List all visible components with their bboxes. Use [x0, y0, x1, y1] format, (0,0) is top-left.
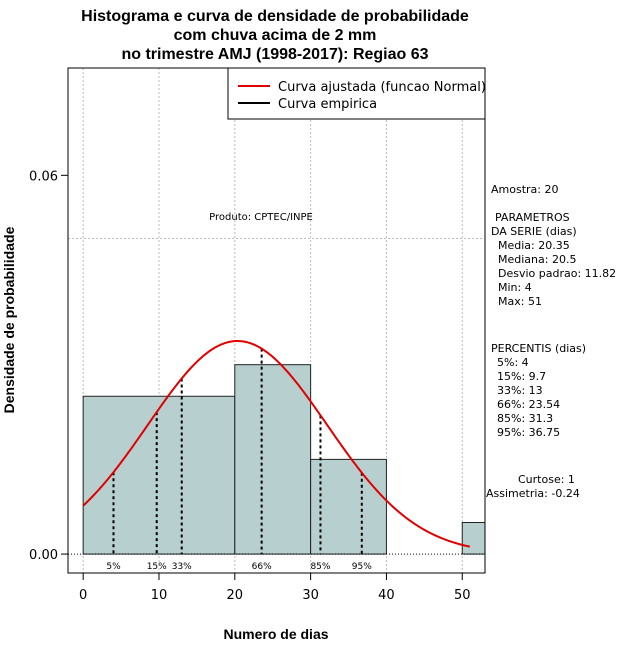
- percentil-5: 5%: 4: [497, 356, 529, 369]
- param-min: Min: 4: [498, 281, 532, 294]
- percentil-66: 66%: 23.54: [497, 398, 560, 411]
- grid-lines: [68, 68, 485, 573]
- legend-box: [227, 67, 486, 120]
- x-tick-label-3: 30: [302, 588, 319, 603]
- percentile-label-1: 15%: [147, 562, 167, 572]
- param-max: Max: 51: [498, 295, 542, 308]
- x-tick-label-5: 50: [454, 588, 471, 603]
- legend: Curva ajustada (funcao Normal) Curva emp…: [227, 67, 486, 120]
- histogram-bar-3: [461, 522, 485, 555]
- histogram-bar-0: [82, 395, 236, 555]
- percentis-title: PERCENTIS (dias): [491, 342, 586, 355]
- x-tick-label-0: 0: [79, 588, 87, 603]
- percentile-label-2: 33%: [172, 562, 192, 572]
- param-desvio: Desvio padrao: 11.82: [498, 267, 616, 280]
- amostra-text: Amostra: 20: [491, 183, 558, 196]
- percentile-label-5: 95%: [352, 562, 372, 572]
- x-axis-ticks: 0 10 20 30 40 50: [79, 573, 471, 603]
- histogram-bar-1: [234, 364, 312, 555]
- percentile-lines: 5% 15% 33% 66% 85% 95%: [106, 348, 372, 572]
- curtose-text: Curtose: 1: [518, 473, 575, 486]
- histogram-bars: [82, 364, 485, 555]
- chart-title-line-2: com chuva acima de 2 mm: [174, 27, 377, 44]
- x-tick-label-2: 20: [227, 588, 244, 603]
- percentil-95: 95%: 36.75: [497, 426, 560, 439]
- legend-label-fitted: Curva ajustada (funcao Normal): [278, 80, 486, 95]
- y-axis-ticks: 0.00 0.06: [29, 169, 68, 563]
- chart-title-line-1: Histograma e curva de densidade de proba…: [81, 8, 469, 25]
- params-title-1: PARAMETROS: [495, 211, 570, 224]
- fitted-normal-curve: [82, 340, 471, 548]
- x-tick-label-4: 40: [378, 588, 395, 603]
- legend-label-empirical: Curva empirica: [278, 97, 377, 112]
- percentil-85: 85%: 31.3: [497, 412, 553, 425]
- params-title-2: DA SERIE (dias): [491, 225, 577, 238]
- percentil-33: 33%: 13: [497, 384, 543, 397]
- param-mediana: Mediana: 20.5: [498, 253, 576, 266]
- produto-label: Produto: CPTEC/INPE: [209, 212, 313, 223]
- y-tick-label-0: 0.00: [29, 548, 58, 563]
- statistics-panel: Amostra: 20 PARAMETROS DA SERIE (dias) M…: [486, 183, 616, 500]
- x-tick-label-1: 10: [151, 588, 168, 603]
- percentile-label-0: 5%: [106, 562, 121, 572]
- histogram-bar-2: [310, 458, 387, 555]
- percentil-15: 15%: 9.7: [497, 370, 546, 383]
- percentile-label-3: 66%: [252, 562, 272, 572]
- chart-title-line-3: no trimestre AMJ (1998-2017): Regiao 63: [121, 46, 428, 63]
- y-axis-label: Densidade de probabilidade: [1, 226, 17, 413]
- param-media: Media: 20.35: [498, 239, 570, 252]
- x-axis-label: Numero de dias: [223, 626, 328, 642]
- percentile-label-4: 85%: [310, 562, 330, 572]
- y-tick-label-1: 0.06: [29, 169, 58, 184]
- assimetria-text: Assimetria: -0.24: [486, 487, 580, 500]
